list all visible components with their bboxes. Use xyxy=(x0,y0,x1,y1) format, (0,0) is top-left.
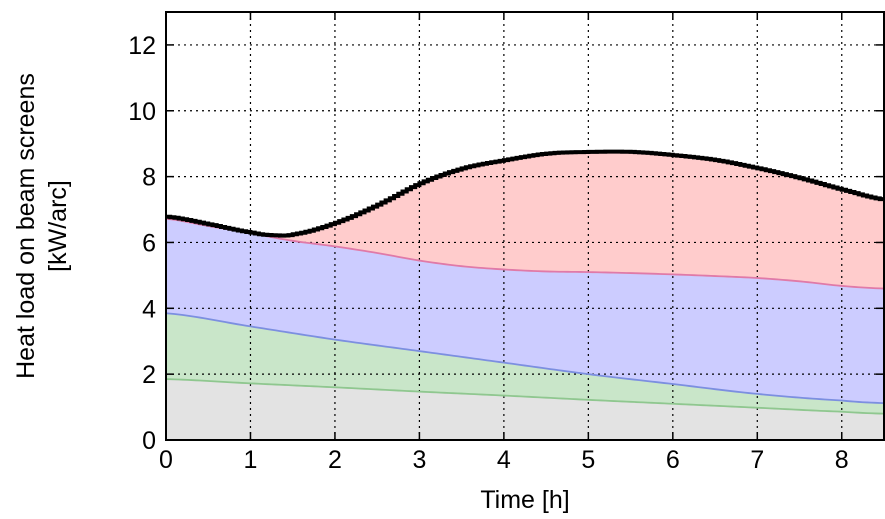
x-tick-label: 4 xyxy=(497,446,511,474)
x-tick-label: 2 xyxy=(328,446,342,474)
y-tick-labels: 0 2 4 6 8 10 12 xyxy=(128,32,156,455)
area-layer-1 xyxy=(166,379,884,440)
layer-boundary-2 xyxy=(165,312,885,405)
y-tick-label: 12 xyxy=(128,32,156,60)
x-tick-label: 0 xyxy=(159,446,173,474)
layer-boundary-3 xyxy=(165,217,885,290)
y-tick-label: 2 xyxy=(142,361,156,389)
layer-boundary-1 xyxy=(165,378,885,415)
x-axis-label: Time [h] xyxy=(480,486,569,514)
area-layer-3 xyxy=(166,218,884,404)
x-tick-label: 3 xyxy=(412,446,426,474)
series-boundaries xyxy=(165,149,885,415)
x-tick-labels: 0 1 2 3 4 5 6 7 8 xyxy=(159,446,849,474)
y-tick-label: 6 xyxy=(142,229,156,257)
y-axis-label-line-1: Heat load on beam screens xyxy=(12,73,40,379)
x-tick-label: 1 xyxy=(244,446,258,474)
x-tick-label: 7 xyxy=(750,446,764,474)
y-tick-label: 8 xyxy=(142,164,156,192)
x-tick-label: 5 xyxy=(581,446,595,474)
axis-ticks xyxy=(165,12,884,441)
x-tick-label: 6 xyxy=(666,446,680,474)
y-tick-label: 4 xyxy=(142,295,156,323)
y-axis-label-line-2: [kW/arc] xyxy=(44,180,72,272)
total-load-line xyxy=(166,149,885,238)
stacked-areas xyxy=(166,151,884,440)
y-tick-label: 10 xyxy=(128,98,156,126)
area-layer-4 xyxy=(166,151,884,289)
x-tick-label: 8 xyxy=(835,446,849,474)
plot-frame xyxy=(165,11,885,441)
y-tick-label: 0 xyxy=(142,427,156,455)
